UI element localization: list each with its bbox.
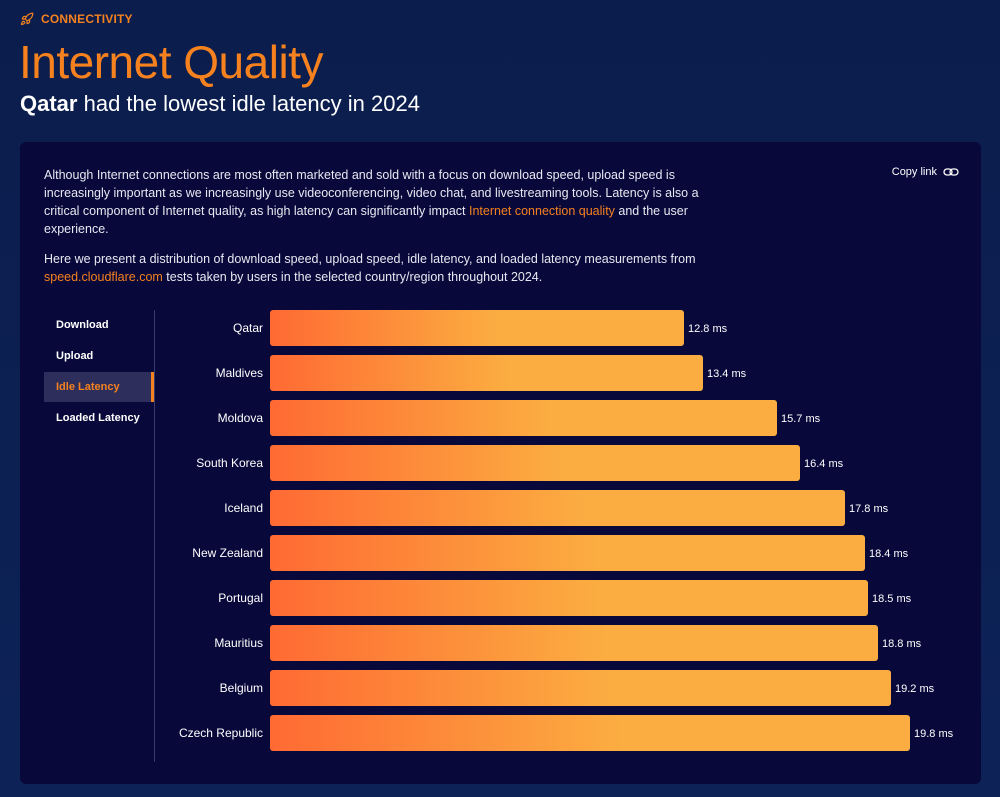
tab-loaded-latency[interactable]: Loaded Latency (56, 412, 140, 424)
subtitle-country: Qatar (20, 91, 78, 116)
latency-bar-chart: Qatar 12.8 ms Maldives 13.4 ms Moldova 15.7 m… (179, 310, 954, 751)
value-label: 18.8 ms (882, 638, 922, 650)
value-label: 12.8 ms (688, 323, 728, 335)
description-text: tests taken by users in the selected cou… (162, 270, 543, 284)
tab-download[interactable]: Download (56, 319, 109, 331)
value-label: 15.7 ms (781, 413, 821, 425)
category-label: Mauritius (214, 636, 263, 650)
value-label: 16.4 ms (804, 458, 844, 470)
latency-bar[interactable] (270, 670, 891, 706)
eyebrow-label: CONNECTIVITY (41, 12, 133, 26)
internet-quality-link[interactable]: Internet connection quality (468, 204, 615, 218)
value-label: 13.4 ms (707, 368, 747, 380)
category-label: New Zealand (192, 546, 263, 560)
category-label: Maldives (216, 366, 263, 380)
value-label: 18.5 ms (872, 593, 912, 605)
tab-idle-latency[interactable]: Idle Latency (44, 372, 154, 402)
latency-bar[interactable] (270, 715, 910, 751)
rocket-icon (20, 12, 34, 26)
subtitle-text: had the lowest idle latency in 2024 (77, 91, 420, 116)
speed-test-link[interactable]: speed.cloudflare.com (44, 270, 163, 284)
latency-bar[interactable] (270, 490, 845, 526)
value-label: 18.4 ms (869, 548, 909, 560)
link-icon (943, 168, 959, 176)
latency-bar[interactable] (270, 535, 865, 571)
value-label: 17.8 ms (849, 503, 889, 515)
copy-link-label: Copy link (891, 166, 937, 178)
section-eyebrow: CONNECTIVITY (20, 12, 133, 26)
category-label: Belgium (220, 681, 263, 695)
category-label: Moldova (218, 411, 264, 425)
tab-upload[interactable]: Upload (56, 350, 94, 362)
copy-link-button[interactable]: Copy link (892, 166, 959, 178)
page-title: Internet Quality (19, 36, 323, 88)
page-subtitle: Qatar had the lowest idle latency in 202… (20, 90, 420, 118)
category-label: Czech Republic (179, 726, 263, 740)
description-paragraph-1: Although Internet connections are most o… (44, 166, 724, 238)
latency-chart: Qatar 12.8 ms Maldives 13.4 ms Moldova 15.7 m… (160, 302, 970, 762)
latency-bar[interactable] (270, 625, 878, 661)
latency-bar[interactable] (270, 445, 800, 481)
description-text: Although Internet connections are most o… (44, 168, 699, 218)
metric-tabs: Download Upload Idle Latency Loaded Late… (44, 310, 155, 762)
value-label: 19.2 ms (895, 683, 935, 695)
description-paragraph-2: Here we present a distribution of downlo… (44, 250, 724, 286)
category-label: South Korea (196, 456, 263, 470)
latency-bar[interactable] (270, 355, 703, 391)
value-label: 19.8 ms (914, 728, 954, 740)
description-text: Here we present a distribution of downlo… (44, 252, 696, 266)
latency-bar[interactable] (270, 400, 777, 436)
quality-card: Although Internet connections are most o… (20, 142, 981, 784)
category-label: Qatar (233, 321, 263, 335)
category-label: Portugal (218, 591, 263, 605)
category-label: Iceland (224, 501, 263, 515)
description: Although Internet connections are most o… (44, 166, 724, 298)
latency-bar[interactable] (270, 580, 868, 616)
latency-bar[interactable] (270, 310, 684, 346)
description-text: and the user experience. (44, 204, 688, 236)
